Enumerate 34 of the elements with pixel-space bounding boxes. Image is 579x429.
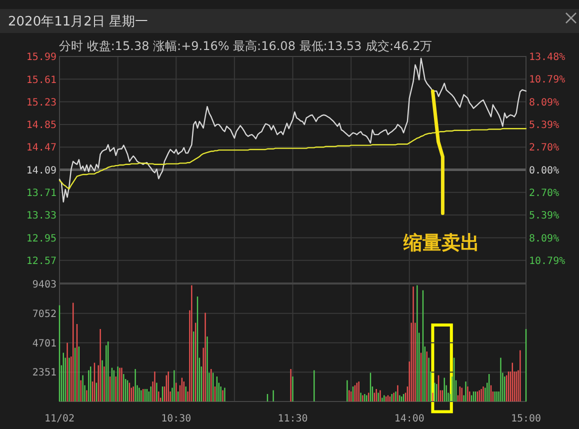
line-series	[58, 128, 527, 190]
annotation: 缩量卖出	[402, 232, 480, 254]
x-tick-label: 11:30	[278, 414, 308, 424]
y-tick-label: 7052	[32, 308, 56, 320]
x-tick-label: 11/02	[44, 414, 75, 424]
x-tick-label: 15:00	[510, 414, 542, 424]
y-tick-label: 13.71	[26, 188, 56, 199]
y2-tick-label: 0.00%	[529, 165, 560, 176]
chart-subtitle: 分时 收盘:15.38 涨幅:+9.16% 最高:16.08 最低:13.53 成交:46.2万	[59, 39, 432, 53]
y-tick-label: 15.61	[26, 74, 56, 86]
y2-tick-label: 13.48%	[529, 52, 566, 64]
y-tick-label: 2351	[32, 368, 56, 379]
line-series	[58, 58, 527, 203]
y-tick-label: 14.09	[26, 165, 56, 176]
y2-tick-label: 5.39%	[529, 210, 560, 222]
y2-tick-label: 10.79%	[529, 256, 566, 267]
y-tick-label: 14.85	[26, 120, 56, 132]
chart-title: 2020年11月2日 星期一	[8, 14, 148, 30]
y-tick-label: 12.57	[26, 256, 56, 267]
y2-tick-label: 5.39%	[529, 120, 560, 132]
y2-tick-label: 2.70%	[529, 188, 560, 200]
y-tick-label: 15.23	[26, 97, 56, 108]
y2-tick-label: 8.09%	[529, 233, 560, 244]
y-tick-label: 13.33	[26, 210, 56, 222]
y-tick-label: 9403	[32, 280, 56, 291]
x-tick-label: 14:00	[394, 414, 424, 424]
x-tick-label: 10:30	[161, 414, 192, 424]
y-tick-label: 12.95	[26, 233, 56, 244]
y-tick-label: 4701	[32, 338, 56, 350]
y-tick-label: 15.99	[26, 52, 56, 64]
y2-tick-label: 2.70%	[529, 142, 560, 154]
y2-tick-label: 8.09%	[529, 97, 560, 108]
y-tick-label: 14.47	[26, 142, 56, 154]
y2-tick-label: 10.79%	[529, 74, 566, 86]
